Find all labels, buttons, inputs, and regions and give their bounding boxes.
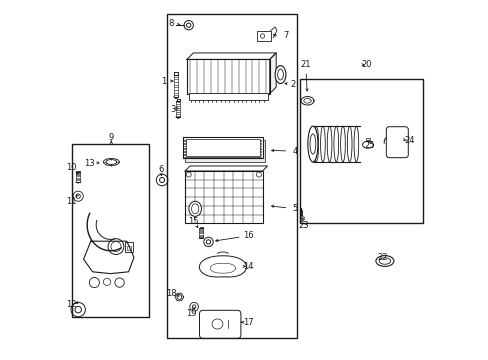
Text: 10: 10	[66, 163, 77, 172]
Bar	[183, 137, 262, 158]
Bar	[185, 140, 264, 162]
Text: 24: 24	[404, 136, 414, 145]
Ellipse shape	[188, 201, 201, 216]
Text: 12: 12	[66, 300, 77, 309]
Bar	[300, 79, 422, 223]
Text: 22: 22	[377, 253, 387, 262]
Text: 5: 5	[292, 204, 297, 213]
Text: 20: 20	[361, 60, 371, 69]
Text: 4: 4	[292, 147, 297, 156]
Bar	[176, 99, 180, 101]
Bar	[366, 138, 369, 140]
Text: 19: 19	[185, 309, 196, 318]
Bar	[167, 14, 296, 338]
Polygon shape	[83, 241, 134, 274]
Ellipse shape	[353, 126, 358, 162]
Text: 23: 23	[298, 220, 308, 230]
Text: 11: 11	[66, 197, 77, 206]
Bar	[174, 72, 178, 75]
Bar	[257, 31, 270, 41]
Text: 18: 18	[166, 289, 177, 298]
Text: 7: 7	[283, 31, 288, 40]
Text: 9: 9	[108, 133, 114, 142]
Ellipse shape	[320, 126, 325, 162]
Text: 3: 3	[169, 105, 175, 114]
Polygon shape	[186, 53, 276, 59]
Circle shape	[108, 239, 123, 255]
Text: 8: 8	[168, 19, 173, 28]
Ellipse shape	[275, 66, 285, 84]
Ellipse shape	[340, 126, 345, 162]
Text: 16: 16	[242, 231, 253, 240]
Text: 25: 25	[364, 141, 374, 150]
Bar	[126, 246, 131, 250]
Text: 1: 1	[161, 77, 166, 85]
Text: 14: 14	[243, 262, 253, 271]
Ellipse shape	[326, 126, 331, 162]
Bar	[186, 139, 259, 156]
Text: 17: 17	[242, 318, 253, 327]
Bar	[125, 242, 133, 252]
Ellipse shape	[333, 126, 338, 162]
Ellipse shape	[307, 126, 317, 162]
Text: 2: 2	[290, 80, 295, 89]
Text: 6: 6	[158, 165, 163, 174]
FancyBboxPatch shape	[386, 127, 407, 158]
Bar	[185, 171, 262, 223]
Bar	[76, 171, 80, 172]
FancyBboxPatch shape	[199, 310, 241, 338]
Polygon shape	[199, 256, 246, 277]
Bar	[72, 144, 149, 317]
Polygon shape	[269, 53, 276, 94]
Text: 13: 13	[83, 159, 94, 168]
Ellipse shape	[346, 126, 351, 162]
Polygon shape	[185, 166, 267, 171]
Text: 21: 21	[300, 60, 310, 69]
Ellipse shape	[313, 126, 318, 162]
Bar	[188, 93, 267, 100]
Text: 15: 15	[188, 217, 198, 226]
Bar	[186, 59, 269, 94]
Bar	[200, 227, 203, 228]
